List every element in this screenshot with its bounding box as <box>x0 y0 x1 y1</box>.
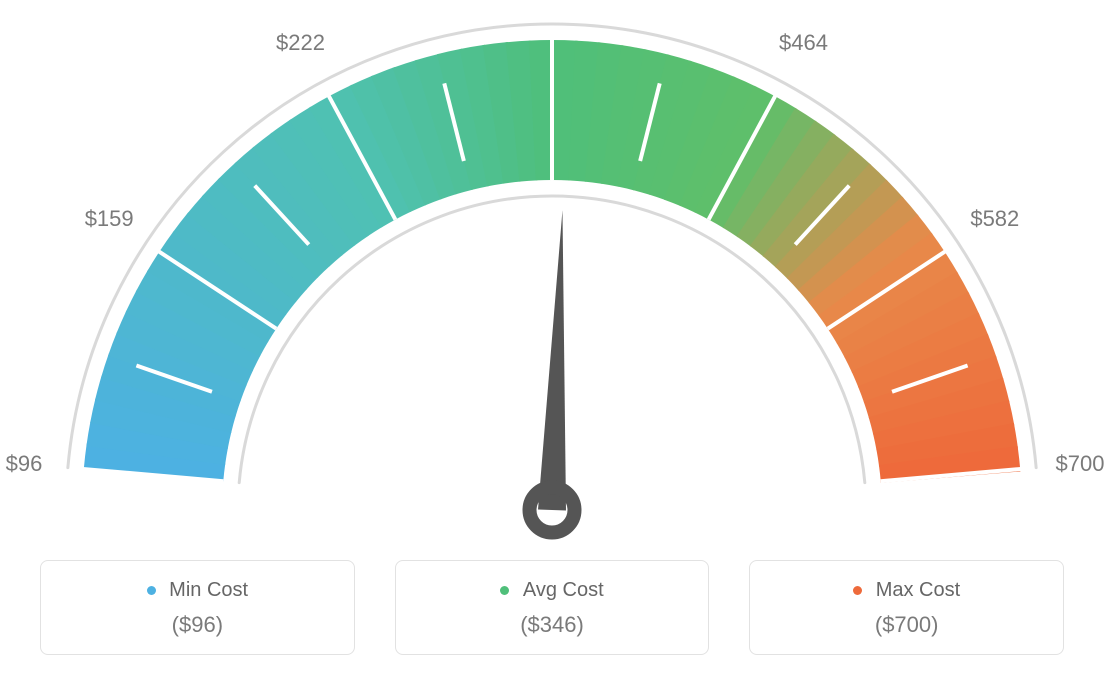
legend-label-avg: Avg Cost <box>523 579 604 601</box>
legend-row: Min Cost ($96) Avg Cost ($346) Max Cost … <box>0 560 1104 655</box>
legend-dot-avg <box>500 586 509 595</box>
legend-label-max: Max Cost <box>876 579 960 601</box>
legend-dot-max <box>853 586 862 595</box>
legend-dot-min <box>147 586 156 595</box>
cost-gauge: $96$159$222$346$464$582$700 <box>0 0 1104 560</box>
legend-value-avg: ($346) <box>406 612 699 638</box>
gauge-tick-label: $582 <box>970 206 1019 232</box>
gauge-tick-label: $222 <box>276 30 325 56</box>
legend-value-max: ($700) <box>760 612 1053 638</box>
legend-card-max: Max Cost ($700) <box>749 560 1064 655</box>
legend-card-min: Min Cost ($96) <box>40 560 355 655</box>
legend-card-avg: Avg Cost ($346) <box>395 560 710 655</box>
gauge-tick-label: $159 <box>85 206 134 232</box>
gauge-tick-label: $464 <box>779 30 828 56</box>
legend-label-min: Min Cost <box>169 579 248 601</box>
gauge-tick-label: $700 <box>1055 451 1104 477</box>
legend-value-min: ($96) <box>51 612 344 638</box>
gauge-tick-label: $96 <box>6 451 43 477</box>
